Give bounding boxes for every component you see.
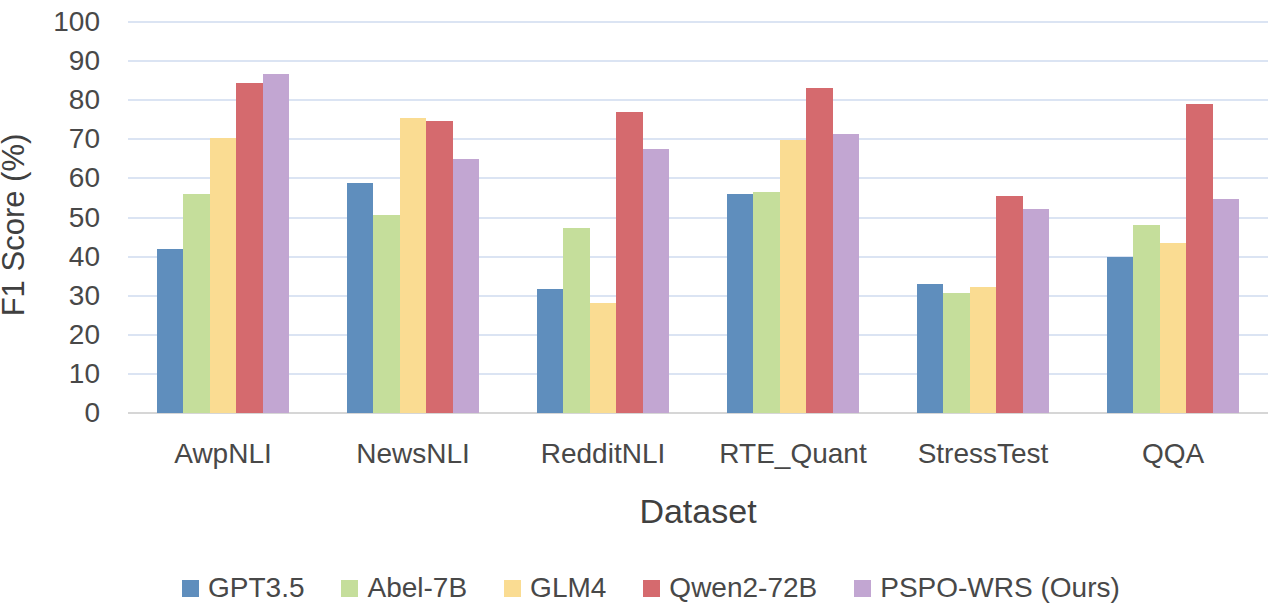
gridline-90 [128,60,1268,62]
y-tick-label-60: 60 [0,164,100,192]
bar-NewsNLI-PSPO-WRS (Ours) [453,159,479,413]
legend-item-Qwen2-72B: Qwen2-72B [643,572,817,604]
bar-QQA-GPT3.5 [1107,257,1133,413]
legend-swatch-icon [341,580,358,597]
legend-swatch-icon [643,580,660,597]
x-axis-title: Dataset [128,492,1268,531]
bar-QQA-Abel-7B [1133,225,1159,413]
gridline-50 [128,217,1268,219]
bar-StressTest-GLM4 [970,287,996,413]
bar-RedditNLI-GLM4 [590,303,616,413]
legend-label: Qwen2-72B [669,572,817,604]
x-category-label-RedditNLI: RedditNLI [508,438,698,470]
x-axis-line [128,412,1268,414]
legend-item-PSPO-WRS (Ours): PSPO-WRS (Ours) [854,572,1120,604]
x-category-label-AwpNLI: AwpNLI [128,438,318,470]
bar-NewsNLI-GPT3.5 [347,183,373,413]
bar-StressTest-GPT3.5 [917,284,943,413]
bar-chart-figure: F1 Score (%) 0102030405060708090100 AwpN… [0,0,1280,614]
gridline-20 [128,334,1268,336]
y-tick-label-20: 20 [0,321,100,349]
bar-AwpNLI-PSPO-WRS (Ours) [263,74,289,413]
legend-label: PSPO-WRS (Ours) [880,572,1120,604]
bar-NewsNLI-Qwen2-72B [426,121,452,413]
gridline-100 [128,21,1268,23]
x-category-label-QQA: QQA [1078,438,1268,470]
y-tick-label-30: 30 [0,282,100,310]
bar-AwpNLI-GLM4 [210,138,236,413]
legend-item-GLM4: GLM4 [504,572,606,604]
bar-RTE_Quant-GLM4 [780,140,806,413]
bar-AwpNLI-GPT3.5 [157,249,183,413]
y-tick-label-10: 10 [0,360,100,388]
y-tick-label-50: 50 [0,204,100,232]
bar-RTE_Quant-Abel-7B [753,192,779,413]
legend-label: GPT3.5 [208,572,304,604]
bar-StressTest-PSPO-WRS (Ours) [1023,209,1049,413]
bar-AwpNLI-Abel-7B [183,194,209,413]
chart-legend: GPT3.5 Abel-7B GLM4 Qwen2-72B PSPO-WRS (Ours… [182,572,1280,604]
gridline-60 [128,177,1268,179]
y-tick-label-0: 0 [0,399,100,427]
bar-RTE_Quant-PSPO-WRS (Ours) [833,134,859,413]
legend-item-Abel-7B: Abel-7B [341,572,467,604]
y-tick-label-80: 80 [0,86,100,114]
bar-RTE_Quant-GPT3.5 [727,194,753,413]
gridline-40 [128,256,1268,258]
x-category-label-NewsNLI: NewsNLI [318,438,508,470]
y-tick-label-90: 90 [0,47,100,75]
legend-swatch-icon [504,580,521,597]
bar-QQA-Qwen2-72B [1186,104,1212,413]
gridline-70 [128,138,1268,140]
bar-NewsNLI-GLM4 [400,118,426,413]
plot-area [128,22,1268,413]
gridline-80 [128,99,1268,101]
y-tick-label-70: 70 [0,125,100,153]
x-category-label-RTE_Quant: RTE_Quant [698,438,888,470]
bar-RedditNLI-GPT3.5 [537,289,563,413]
bar-AwpNLI-Qwen2-72B [236,83,262,413]
bar-StressTest-Qwen2-72B [996,196,1022,413]
x-category-label-StressTest: StressTest [888,438,1078,470]
bar-RedditNLI-Qwen2-72B [616,112,642,413]
bar-RedditNLI-PSPO-WRS (Ours) [643,149,669,413]
legend-swatch-icon [854,580,871,597]
legend-label: Abel-7B [367,572,467,604]
bar-QQA-GLM4 [1160,243,1186,413]
bar-NewsNLI-Abel-7B [373,215,399,413]
gridline-10 [128,373,1268,375]
bar-QQA-PSPO-WRS (Ours) [1213,199,1239,413]
legend-label: GLM4 [530,572,606,604]
bar-StressTest-Abel-7B [943,293,969,413]
bar-RTE_Quant-Qwen2-72B [806,88,832,413]
y-tick-label-100: 100 [0,8,100,36]
legend-swatch-icon [182,580,199,597]
y-tick-label-40: 40 [0,243,100,271]
gridline-30 [128,295,1268,297]
bar-RedditNLI-Abel-7B [563,228,589,413]
legend-item-GPT3.5: GPT3.5 [182,572,304,604]
